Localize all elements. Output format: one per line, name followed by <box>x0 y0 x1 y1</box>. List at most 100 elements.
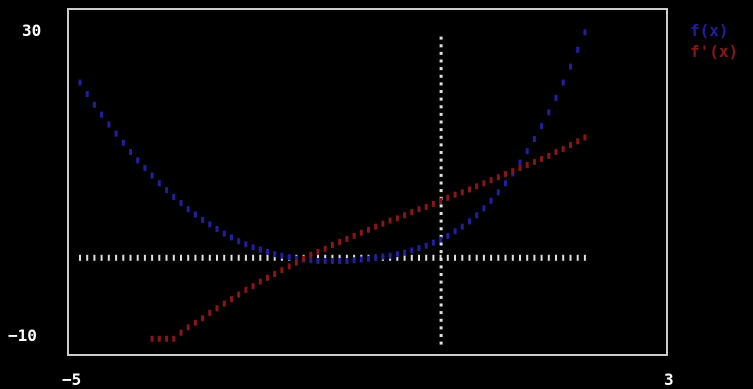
ref-v-tick <box>439 90 443 93</box>
series-fprime <box>150 134 587 342</box>
data-point <box>251 244 255 251</box>
ref-v-tick <box>439 303 443 307</box>
ref-h-tick <box>201 254 204 261</box>
ref-v-tick <box>439 97 443 101</box>
data-point <box>496 174 500 181</box>
ref-h-tick <box>482 254 485 261</box>
ref-h-tick <box>115 254 118 261</box>
data-point <box>302 255 306 262</box>
data-point <box>583 134 587 141</box>
data-point <box>460 189 464 196</box>
ref-h-tick <box>79 254 81 261</box>
y-tick-label-top: 30 <box>22 21 41 40</box>
data-point <box>309 257 313 264</box>
data-point <box>121 139 125 146</box>
ref-h-tick <box>425 254 428 261</box>
data-point <box>129 149 132 155</box>
data-point <box>352 257 356 264</box>
ref-h-tick <box>252 254 255 261</box>
ref-v-tick <box>439 189 443 193</box>
ref-h-tick <box>511 254 514 261</box>
data-point <box>439 197 443 204</box>
data-point <box>330 242 334 248</box>
ref-h-tick <box>151 254 154 261</box>
data-point <box>561 79 565 86</box>
ref-v-tick <box>439 334 443 337</box>
data-point <box>460 223 464 230</box>
ref-v-tick <box>439 181 443 185</box>
ref-h-tick <box>187 254 190 261</box>
data-point <box>266 274 269 281</box>
data-point <box>114 130 118 137</box>
ref-h-tick <box>143 254 146 261</box>
ref-h-tick <box>576 254 579 261</box>
ref-h-tick <box>194 254 197 261</box>
data-point <box>179 329 183 336</box>
ref-h-tick <box>526 254 529 261</box>
data-point <box>583 29 587 36</box>
ref-v-tick <box>439 151 443 154</box>
data-point <box>287 263 291 270</box>
data-point <box>85 91 89 97</box>
data-point <box>359 256 363 263</box>
data-point <box>143 165 147 171</box>
ref-v-tick <box>439 158 443 162</box>
data-point <box>569 63 572 70</box>
y-tick-label-bottom: −10 <box>8 326 37 345</box>
data-point <box>489 177 493 184</box>
data-point <box>201 315 205 322</box>
ref-h-tick <box>533 254 536 261</box>
ref-h-tick <box>446 254 449 261</box>
x-tick-label-right: 3 <box>664 370 674 389</box>
data-point <box>554 149 558 155</box>
legend-label-f: f(x) <box>690 21 729 40</box>
data-point <box>230 296 233 303</box>
ref-v-tick <box>439 173 443 177</box>
data-point <box>367 226 370 233</box>
ref-h-tick <box>454 254 456 261</box>
series-layer <box>78 29 587 342</box>
data-point <box>316 248 320 255</box>
data-point <box>569 142 572 149</box>
data-point <box>468 186 471 193</box>
data-point <box>525 162 529 168</box>
data-point <box>193 211 197 218</box>
ref-v-tick <box>439 212 443 215</box>
data-point <box>157 335 161 342</box>
ref-h-tick <box>519 254 521 261</box>
data-point <box>244 287 248 293</box>
ref-v-tick <box>439 311 443 315</box>
data-point <box>150 335 154 342</box>
ref-v-tick <box>439 265 443 269</box>
ref-v-tick <box>439 74 443 78</box>
data-point <box>403 212 407 219</box>
data-point <box>172 194 176 200</box>
data-point <box>504 180 507 187</box>
ref-h-tick <box>490 254 493 261</box>
data-point <box>78 79 82 86</box>
plot-frame <box>67 8 668 356</box>
data-point <box>518 165 522 171</box>
ref-v-tick <box>439 273 443 276</box>
data-point <box>323 258 327 264</box>
data-point <box>561 145 565 152</box>
data-point <box>352 232 356 239</box>
ref-v-tick <box>439 295 443 299</box>
data-point <box>258 278 262 285</box>
data-point <box>165 335 169 342</box>
ref-h-tick <box>244 254 247 261</box>
data-point <box>107 121 111 128</box>
ref-h-tick <box>324 254 327 261</box>
data-point <box>186 324 190 331</box>
ref-h-tick <box>180 254 182 261</box>
data-point <box>388 217 392 224</box>
ref-h-tick <box>230 254 233 261</box>
data-point <box>417 245 421 252</box>
ref-h-tick <box>158 254 161 261</box>
data-point <box>193 319 197 326</box>
data-point <box>532 158 536 165</box>
data-point <box>482 205 486 212</box>
ref-h-tick <box>540 254 543 261</box>
ref-v-tick <box>439 51 443 55</box>
